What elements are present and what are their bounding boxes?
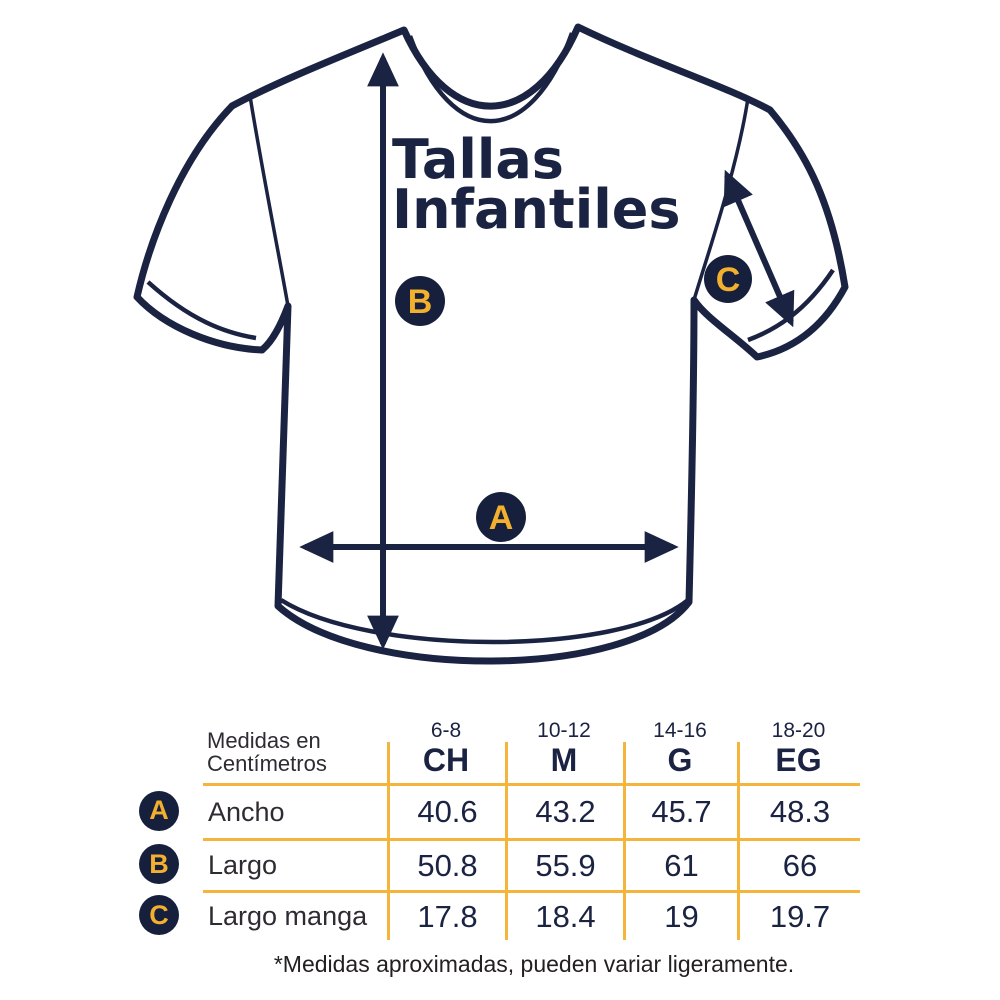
tshirt-outline <box>133 23 849 665</box>
diagram-badge-a: A <box>476 492 526 542</box>
diagram-badge-c-letter: C <box>716 261 741 299</box>
value-largo-eg: 66 <box>737 838 860 890</box>
badge-b: B <box>139 844 179 884</box>
size-code-label: EG <box>775 742 822 779</box>
column-header-ch: 6-8 CH <box>387 712 505 783</box>
table-row-c-badge: C <box>139 890 203 940</box>
age-range-label: 6-8 <box>430 719 462 743</box>
hem-inner-line <box>279 598 690 645</box>
row-label-largo: Largo <box>203 838 387 890</box>
column-header-g: 14-16 G <box>623 712 737 783</box>
value-largo-ch: 50.8 <box>387 838 505 890</box>
footnote: *Medidas aproximadas, pueden variar lige… <box>273 951 795 977</box>
size-code-label: CH <box>422 742 470 779</box>
value-largo-manga-eg: 19.7 <box>737 890 860 940</box>
row-label-ancho: Ancho <box>203 783 387 838</box>
unit-label: Medidas en Centímetros <box>203 712 387 783</box>
value-largo-m: 55.9 <box>505 838 623 890</box>
value-largo-g: 61 <box>623 838 737 890</box>
diagram-badge-c: C <box>704 255 752 303</box>
value-ancho-m: 43.2 <box>505 783 623 838</box>
column-header-m: 10-12 M <box>505 712 623 783</box>
badge-a: A <box>139 790 179 831</box>
diagram-badge-b: B <box>395 276 445 326</box>
value-ancho-g: 45.7 <box>623 783 737 838</box>
value-ancho-eg: 48.3 <box>737 783 860 838</box>
table-row-b-badge: B <box>139 838 203 890</box>
row-label-largo-manga: Largo manga <box>203 890 387 940</box>
unit-label-line2: Centímetros <box>207 751 327 777</box>
size-table: Medidas en Centímetros 6-8 CH 10-12 M 14… <box>139 712 860 940</box>
diagram-badge-b-letter: B <box>408 283 433 321</box>
size-code-label: M <box>550 742 578 779</box>
title-line1: Tallas <box>392 128 564 191</box>
badge-c: C <box>139 895 179 935</box>
column-header-eg: 18-20 EG <box>737 712 860 783</box>
value-largo-manga-m: 18.4 <box>505 890 623 940</box>
header-badge-spacer <box>139 712 203 783</box>
left-cuff-line <box>146 280 257 341</box>
sleeve-arrow-c <box>723 169 795 328</box>
left-underarm-seam <box>248 95 290 307</box>
unit-label-line1: Medidas en <box>207 727 321 753</box>
age-range-label: 18-20 <box>771 719 826 743</box>
size-code-label: G <box>667 742 693 779</box>
value-ancho-ch: 40.6 <box>387 783 505 838</box>
diagram-badge-a-letter: A <box>489 499 514 537</box>
age-range-label: 10-12 <box>537 719 591 743</box>
tshirt-diagram: Tallas Infantiles B A C <box>133 23 849 665</box>
title-line2: Infantiles <box>392 178 681 241</box>
value-largo-manga-g: 19 <box>623 890 737 940</box>
right-underarm-seam <box>692 97 750 301</box>
value-largo-manga-ch: 17.8 <box>387 890 505 940</box>
collar-inner-line <box>407 32 575 124</box>
table-row-a-badge: A <box>139 783 203 838</box>
age-range-label: 14-16 <box>653 719 707 743</box>
